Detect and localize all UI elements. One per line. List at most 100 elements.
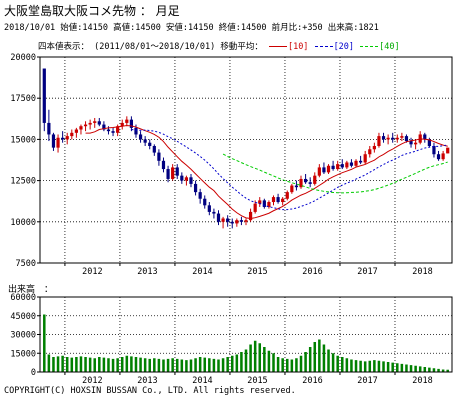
volume-bar	[130, 356, 133, 372]
volume-bar	[432, 368, 436, 372]
candle-body	[372, 145, 376, 150]
volume-bar	[235, 354, 239, 372]
volume-bar	[249, 344, 252, 372]
volume-bar	[125, 355, 129, 372]
volume-bar	[166, 358, 170, 372]
volume-bar	[194, 358, 197, 372]
y-tick-label: 15000	[10, 135, 36, 145]
volume-bar	[373, 360, 376, 372]
volume-bar	[354, 360, 358, 372]
price-x-axis: 2012 2013 2014 2015 2016 2017 2018	[64, 263, 433, 277]
volume-bar	[267, 350, 271, 372]
volume-bar	[322, 344, 326, 372]
candle-body	[359, 160, 363, 163]
volume-bar	[391, 362, 394, 372]
volume-bar	[437, 368, 440, 372]
volume-bar	[363, 361, 367, 372]
candle-body	[276, 197, 280, 203]
x-tick-label: 2012	[82, 376, 102, 386]
candle-body	[354, 160, 358, 166]
volume-bar	[153, 358, 156, 372]
ma20-legend-line	[314, 46, 333, 47]
candle-body	[88, 122, 92, 125]
volume-bar	[414, 365, 417, 372]
candle-body	[349, 162, 354, 166]
candle-body	[106, 129, 111, 132]
y-tick-label: 60000	[10, 293, 36, 303]
candle-body	[152, 145, 156, 153]
volume-bar	[281, 358, 284, 372]
y-tick-label: 12500	[10, 177, 36, 187]
ma40-legend-line	[360, 46, 379, 47]
candle-body	[299, 178, 303, 188]
candle-body	[97, 121, 101, 125]
x-tick-label: 2017	[357, 267, 377, 277]
candle-body	[138, 134, 143, 140]
candle-body	[42, 68, 46, 123]
candle-body	[65, 136, 69, 140]
ma10-line	[85, 125, 448, 220]
candle-body	[262, 200, 266, 207]
candle-body	[189, 177, 193, 184]
candle-body	[180, 175, 184, 181]
y-tick-label: 45000	[10, 312, 36, 322]
volume-bar	[418, 366, 422, 372]
candle-body	[258, 200, 262, 204]
candle-body	[345, 162, 349, 168]
volume-bar	[88, 357, 92, 372]
volume-bar	[56, 356, 60, 372]
volume-bar	[386, 362, 390, 372]
volume-bar	[134, 357, 138, 372]
candle-body	[171, 167, 175, 179]
candle-body	[157, 152, 161, 161]
volume-bar	[171, 358, 174, 372]
candle-body	[102, 124, 106, 130]
candle-body	[404, 136, 409, 142]
volume-bar	[139, 357, 142, 372]
volume-bar	[157, 358, 161, 372]
candle-body	[134, 127, 138, 135]
candle-body	[235, 220, 239, 224]
volume-plot-frame	[39, 296, 453, 373]
candle-body	[340, 164, 344, 168]
candlestick-series	[42, 68, 450, 229]
volume-bar	[396, 363, 399, 372]
candle-body	[326, 165, 331, 173]
x-tick-label: 2018	[412, 267, 432, 277]
volume-bar	[263, 347, 266, 372]
volume-bar	[116, 358, 119, 372]
x-tick-label: 2016	[302, 376, 322, 386]
candle-body	[271, 197, 276, 203]
legend-ma40: [40]	[379, 42, 400, 52]
volume-bar	[43, 314, 46, 372]
volume-bar	[79, 356, 83, 372]
volume-bar	[382, 361, 385, 372]
y-tick-label: 20000	[10, 53, 36, 63]
volume-x-axis: 2012 2013 2014 2015 2016 2017 2018	[64, 372, 433, 386]
x-tick-label: 2014	[192, 376, 212, 386]
volume-bar	[400, 363, 404, 372]
price-plot-frame	[39, 56, 453, 264]
volume-bar	[230, 355, 234, 372]
volume-bar	[350, 359, 353, 372]
volume-bar	[318, 339, 321, 372]
candle-body	[212, 211, 216, 214]
candle-body	[148, 142, 152, 146]
volume-bar-series	[43, 314, 449, 372]
candle-body	[377, 136, 381, 146]
candle-body	[244, 220, 248, 222]
candle-body	[51, 134, 56, 148]
volume-bar	[226, 357, 229, 372]
candle-body	[166, 169, 170, 179]
volume-bar	[143, 358, 147, 372]
ohlc-info-line: 2018/10/01 始値:14150 高値:14500 安値:14150 終値…	[4, 23, 379, 33]
candle-body	[285, 192, 289, 199]
volume-bar	[377, 360, 381, 372]
candle-body	[317, 167, 321, 176]
volume-bar	[345, 358, 349, 372]
volume-bar	[368, 360, 372, 372]
volume-bar	[111, 358, 115, 372]
chart-legend: 四本値表示： (2011/08/01～2018/10/01) 移動平均： [10…	[38, 40, 400, 52]
x-tick-label: 2015	[247, 267, 267, 277]
page-title: 大阪堂島取大阪コメ先物 ： 月足	[4, 4, 180, 18]
